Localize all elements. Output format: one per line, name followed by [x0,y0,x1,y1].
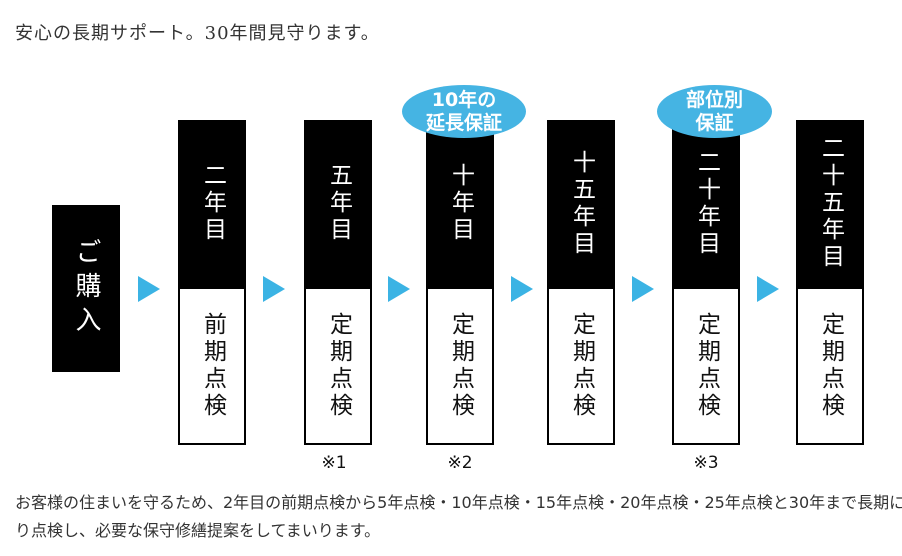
footnote-mark-2: ※2 [447,453,473,473]
stage-inspection-label: 定期点検 [325,312,352,420]
stage-inspection-label: 定期点検 [693,312,720,420]
timeline-stage-year5: 五年目 定期点検 [304,120,372,445]
timeline-stage-year20: 二十年目 定期点検 [672,120,740,445]
badge-extended-warranty: 10年の 延長保証 [402,85,526,138]
stage-year-label: 二年目 [199,163,226,244]
stage-year-section: 二年目 [178,120,246,287]
footer-line-1: お客様の住まいを守るため、2年目の前期点検から5年点検・10年点検・15年点検・… [15,493,902,512]
timeline-stage-year25: 二十五年目 定期点検 [796,120,864,445]
stage-inspection-section: 定期点検 [426,287,494,445]
timeline-stage-year10: 十年目 定期点検 [426,120,494,445]
badge-line: 延長保証 [425,111,502,134]
stage-inspection-label: 前期点検 [199,312,226,420]
arrow-right-icon [757,276,779,302]
footnote-mark-1: ※1 [321,453,347,473]
stage-inspection-section: 定期点検 [796,287,864,445]
badge-line: 部位別 [685,89,743,112]
arrow-right-icon [138,276,160,302]
stage-inspection-label: 定期点検 [817,312,844,420]
footer-line-2: り点検し、必要な保守修繕提案をしてまいります。 [15,521,381,540]
timeline-stage-year2: 二年目 前期点検 [178,120,246,445]
footer-description: お客様の住まいを守るため、2年目の前期点検から5年点検・10年点検・15年点検・… [15,489,902,545]
timeline-start-purchase: ご購入 [52,205,120,372]
stage-year-label: 十五年目 [568,149,595,258]
arrow-right-icon [388,276,410,302]
stage-inspection-section: 定期点検 [672,287,740,445]
timeline-stage-year15: 十五年目 定期点検 [547,120,615,445]
stage-year-label: 十年目 [447,163,474,244]
stage-year-label: 五年目 [325,163,352,244]
arrow-right-icon [511,276,533,302]
start-label: ご購入 [71,237,101,340]
badge-parts-warranty: 部位別 保証 [657,85,772,138]
footnote-mark-3: ※3 [693,453,719,473]
stage-inspection-label: 定期点検 [447,312,474,420]
stage-year-section: 五年目 [304,120,372,287]
arrow-right-icon [632,276,654,302]
stage-year-label: 二十五年目 [817,136,844,271]
stage-year-section: 十五年目 [547,120,615,287]
stage-year-label: 二十年目 [693,149,720,258]
badge-line: 10年の [431,89,497,112]
page-title: 安心の長期サポート。30年間見守ります。 [15,23,380,44]
stage-year-section: 二十年目 [672,120,740,287]
stage-year-section: 二十五年目 [796,120,864,287]
stage-year-section: 十年目 [426,120,494,287]
stage-inspection-section: 定期点検 [547,287,615,445]
stage-inspection-label: 定期点検 [568,312,595,420]
badge-line: 保証 [695,111,734,134]
arrow-right-icon [263,276,285,302]
stage-inspection-section: 前期点検 [178,287,246,445]
stage-inspection-section: 定期点検 [304,287,372,445]
